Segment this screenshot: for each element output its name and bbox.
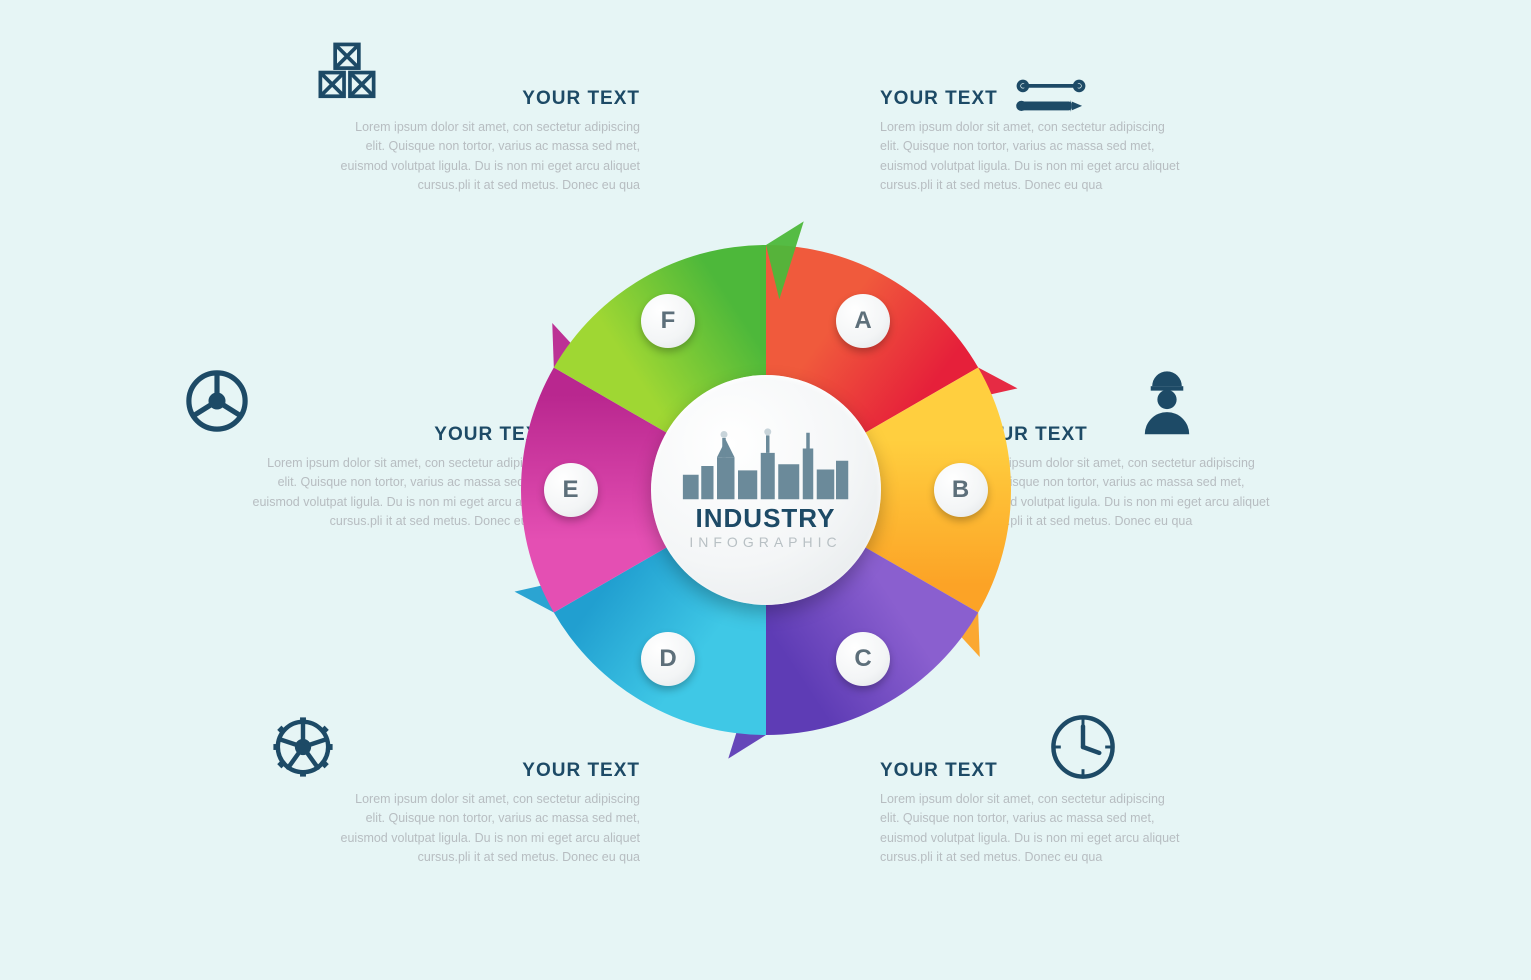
center-subtitle: INFOGRAPHIC xyxy=(689,534,841,550)
letter-badge-e: E xyxy=(544,463,598,517)
segment-wheel: INDUSTRY INFOGRAPHIC A B C D E F xyxy=(486,210,1046,770)
body-a: Lorem ipsum dolor sit amet, con sectetur… xyxy=(880,118,1180,196)
text-block-a: YOUR TEXT Lorem ipsum dolor sit amet, co… xyxy=(880,88,1180,196)
letter-badge-c: C xyxy=(836,632,890,686)
heading-a: YOUR TEXT xyxy=(880,88,1180,110)
text-block-c: YOUR TEXT Lorem ipsum dolor sit amet, co… xyxy=(880,760,1180,868)
letter-badge-a: A xyxy=(836,294,890,348)
body-d: Lorem ipsum dolor sit amet, con sectetur… xyxy=(340,790,640,868)
wheel-icon xyxy=(180,364,254,438)
letter-badge-f: F xyxy=(641,294,695,348)
gear-icon xyxy=(266,710,340,784)
factory-icon xyxy=(676,431,856,501)
center-hub: INDUSTRY INFOGRAPHIC xyxy=(651,375,881,605)
body-c: Lorem ipsum dolor sit amet, con sectetur… xyxy=(880,790,1180,868)
heading-f: YOUR TEXT xyxy=(340,88,640,110)
letter-badge-b: B xyxy=(934,463,988,517)
text-block-f: YOUR TEXT Lorem ipsum dolor sit amet, co… xyxy=(340,88,640,196)
letter-badge-d: D xyxy=(641,632,695,686)
body-f: Lorem ipsum dolor sit amet, con sectetur… xyxy=(340,118,640,196)
text-block-d: YOUR TEXT Lorem ipsum dolor sit amet, co… xyxy=(340,760,640,868)
center-title: INDUSTRY xyxy=(696,503,836,534)
